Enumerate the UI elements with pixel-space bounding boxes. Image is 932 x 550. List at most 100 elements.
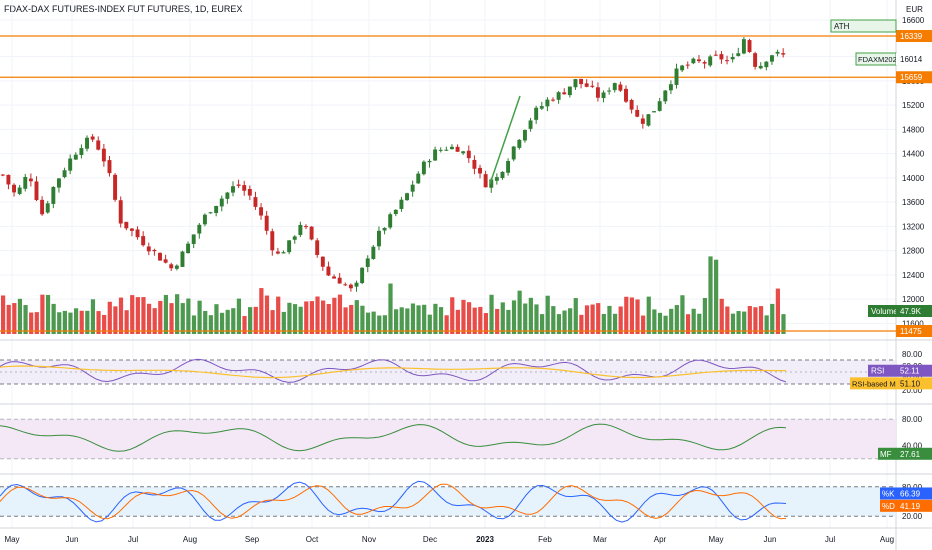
volume-bar [276,296,281,334]
rsi-ma-value: 51.10 [900,379,921,388]
volume-bar [433,303,438,334]
candle-body [421,161,426,175]
candle-body [304,226,308,228]
time-axis-label: Jun [66,535,79,544]
candle-body [360,267,365,284]
time-axis-label: 2023 [476,535,494,544]
rsi-tag [868,364,896,377]
volume-bar [472,307,477,334]
volume-bar [29,312,34,334]
candle-body [607,90,612,92]
candle-body [416,173,421,184]
volume-bar [146,303,152,334]
candle-body [478,167,482,174]
candle-body [191,234,196,244]
volume-bar [455,309,460,334]
price-tick-label: 12800 [902,247,925,256]
volume-bar [225,309,230,334]
mf-value: 27.61 [900,450,921,459]
candle-body [697,59,701,62]
candle-body [124,221,129,229]
candle-body [118,200,123,224]
mf-line [0,423,787,452]
volume-bar [719,298,724,334]
candle-body [28,178,33,182]
candle-body [12,184,17,193]
candle-body [584,83,589,87]
time-axis-label: Aug [880,535,894,544]
price-line-tag [896,30,932,42]
candle-body [483,174,488,188]
volume-bar [663,315,668,334]
time-axis-label: Jun [764,535,777,544]
trend-line [489,95,521,185]
candle-body [691,58,696,64]
stoch-k-value: 66.39 [900,489,921,498]
candle-body [500,171,505,179]
volume-bar [23,305,28,334]
candle-body [668,84,673,91]
volume-bar [130,295,135,334]
stoch-d-tag-label: %D [882,502,895,511]
volume-bar [349,304,354,334]
volume-bar [90,299,96,334]
rsi-tag-label: RSI [871,367,884,376]
candle-body [113,174,118,200]
candle-body [388,214,393,228]
candle-body [769,55,774,62]
volume-bar [405,308,410,334]
candle-body [466,150,471,159]
volume-bar [444,315,449,334]
candle-body [320,256,325,267]
volume-bar [365,312,371,334]
candle-body [96,140,101,150]
volume-tag [868,305,896,317]
volume-bar [186,298,191,334]
volume-bar [478,306,483,334]
candle-body [174,265,179,269]
volume-bar [685,314,691,334]
candle-body [298,224,303,235]
candle-body [629,100,634,110]
symbol-tag-label: FDAXM2023 [858,55,901,64]
stoch-tick-label: 80.00 [902,483,923,492]
volume-bar [51,303,56,334]
candle-body [556,92,561,100]
candle-body [534,107,539,120]
candle-body [107,160,112,174]
candle-body [180,251,185,267]
volume-bar [152,308,157,334]
volume-bar [781,314,786,334]
candle-body [764,61,769,68]
volume-bar [191,315,197,334]
candle-body [264,215,269,231]
mf-value-tag [896,447,932,460]
candle-body [663,90,668,102]
volume-bar [725,306,730,334]
candle-body [6,174,11,185]
price-tick-label: 12400 [902,271,925,280]
stoch-band [0,486,896,517]
candle-body [444,149,449,151]
volume-bar [495,308,500,334]
volume-bar [646,296,651,334]
candle-body [343,284,348,286]
candle-body [455,146,460,152]
candle-body [579,78,584,85]
volume-bar [124,310,129,334]
candle-body [781,53,786,55]
volume-bar [416,305,421,334]
candle-body [163,259,168,263]
stoch-k-tag-label: %K [882,489,895,498]
volume-bar [629,297,635,334]
volume-bar [394,309,399,334]
volume-bar [702,298,707,334]
rsi-ma-line [0,365,786,379]
volume-bar [68,312,73,334]
symbol-title: FDAX-DAX FUTURES-INDEX FUT FUTURES, 1D, … [4,4,243,14]
volume-bar [590,304,595,334]
candle-body [646,114,651,126]
price-line-label: 16339 [900,32,923,41]
ath-tag [830,19,897,33]
